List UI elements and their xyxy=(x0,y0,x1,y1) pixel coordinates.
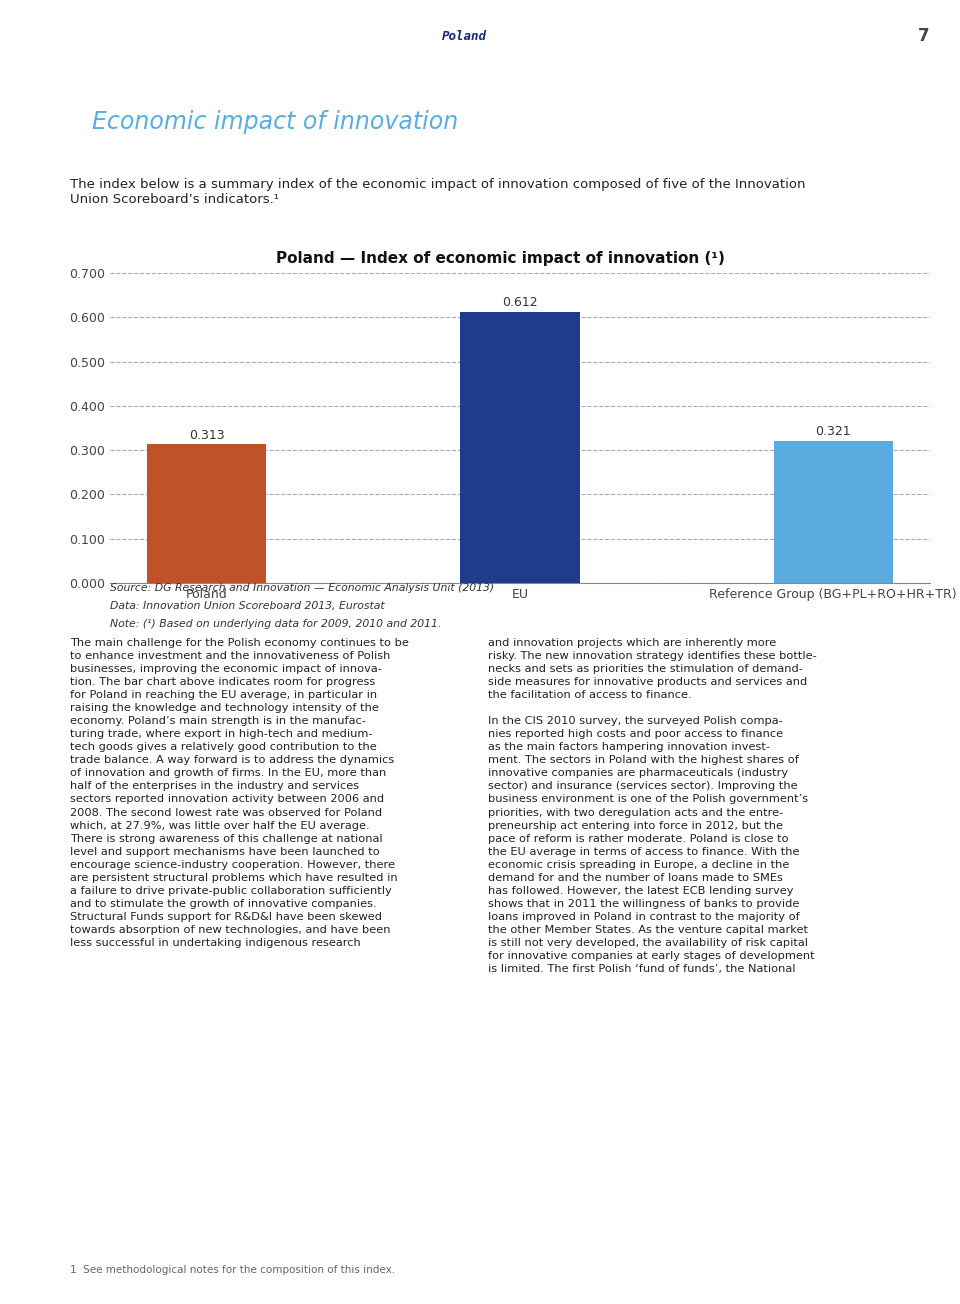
Text: and innovation projects which are inherently more
risky. The new innovation stra: and innovation projects which are inhere… xyxy=(488,638,816,974)
Text: 7: 7 xyxy=(918,27,929,46)
Text: 1  See methodological notes for the composition of this index.: 1 See methodological notes for the compo… xyxy=(70,1265,396,1275)
Bar xyxy=(147,445,266,583)
Text: Source: DG Research and Innovation — Economic Analysis Unit (2013): Source: DG Research and Innovation — Eco… xyxy=(110,583,494,593)
Text: Poland — Index of economic impact of innovation (¹): Poland — Index of economic impact of inn… xyxy=(276,250,725,266)
Text: 0.612: 0.612 xyxy=(502,296,538,309)
Text: Economic impact of innovation: Economic impact of innovation xyxy=(91,110,458,133)
Text: Note: (¹) Based on underlying data for 2009, 2010 and 2011.: Note: (¹) Based on underlying data for 2… xyxy=(110,619,442,630)
Text: Data: Innovation Union Scoreboard 2013, Eurostat: Data: Innovation Union Scoreboard 2013, … xyxy=(110,601,385,612)
Text: 0.321: 0.321 xyxy=(815,425,851,438)
Bar xyxy=(774,441,893,583)
Text: Poland: Poland xyxy=(442,30,487,43)
Text: Innovation Union progress at country level:: Innovation Union progress at country lev… xyxy=(104,30,442,43)
Text: The index below is a summary index of the economic impact of innovation composed: The index below is a summary index of th… xyxy=(70,179,805,206)
Bar xyxy=(461,312,580,583)
Text: 0.313: 0.313 xyxy=(189,429,225,442)
Text: The main challenge for the Polish economy continues to be
to enhance investment : The main challenge for the Polish econom… xyxy=(70,638,409,948)
FancyBboxPatch shape xyxy=(888,0,960,72)
